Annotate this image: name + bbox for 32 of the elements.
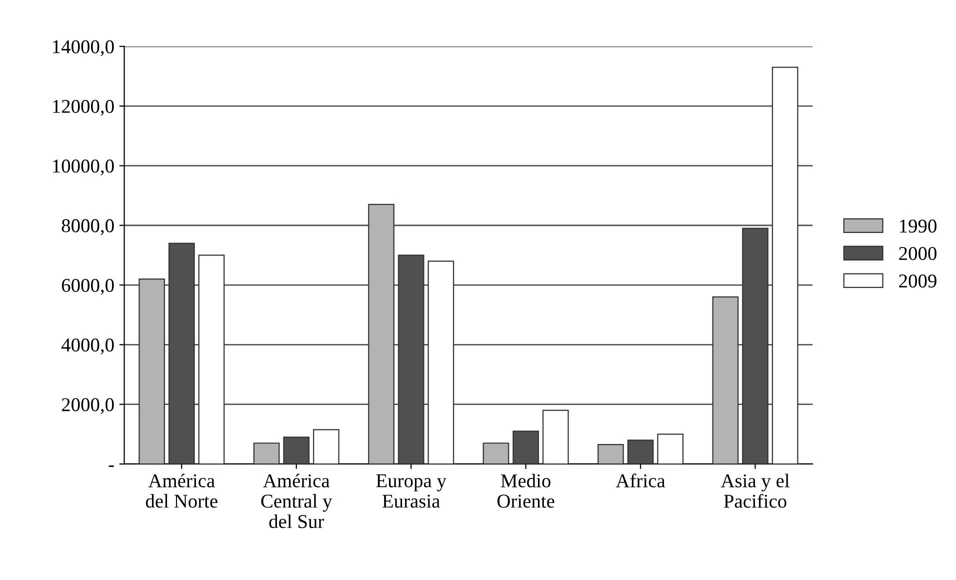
- y-tick-label: 10000,0: [53, 160, 114, 176]
- bar: [482, 442, 510, 464]
- y-tick-label: 2000,0: [62, 398, 114, 414]
- bar: [772, 66, 798, 464]
- y-tick-label: 6000,0: [62, 278, 114, 295]
- bar: [512, 430, 539, 464]
- bar: [283, 436, 310, 464]
- x-tick-label: Asia y el Pacifico: [720, 474, 790, 508]
- bar: [542, 410, 569, 464]
- x-tick-label: Medio Oriente: [497, 474, 554, 508]
- bar: [253, 442, 280, 464]
- bar: [368, 204, 394, 464]
- x-tick-label: América Central y del Sur: [261, 474, 332, 528]
- legend-label: 1990: [900, 220, 936, 233]
- y-tick-label: 14000,0: [53, 40, 114, 56]
- bar: [428, 260, 454, 464]
- bar: [198, 254, 225, 464]
- y-tick-label: 4000,0: [61, 338, 114, 354]
- bar: [712, 296, 739, 464]
- bar: [313, 429, 340, 464]
- bar: [598, 444, 624, 464]
- x-tick-label: Europa y Eurasia: [376, 474, 446, 508]
- bar: [657, 434, 684, 464]
- x-tick-label: América del Norte: [146, 474, 218, 508]
- bar: [138, 278, 165, 464]
- bar: [627, 440, 654, 464]
- y-tick-label: 8000,0: [62, 219, 114, 236]
- y-tick-label: -: [108, 465, 114, 467]
- legend-label: 2000: [899, 247, 936, 260]
- y-tick-label: 12000,0: [53, 100, 114, 116]
- legend-label: 2009: [899, 274, 936, 288]
- x-tick-label: Africa: [616, 474, 666, 488]
